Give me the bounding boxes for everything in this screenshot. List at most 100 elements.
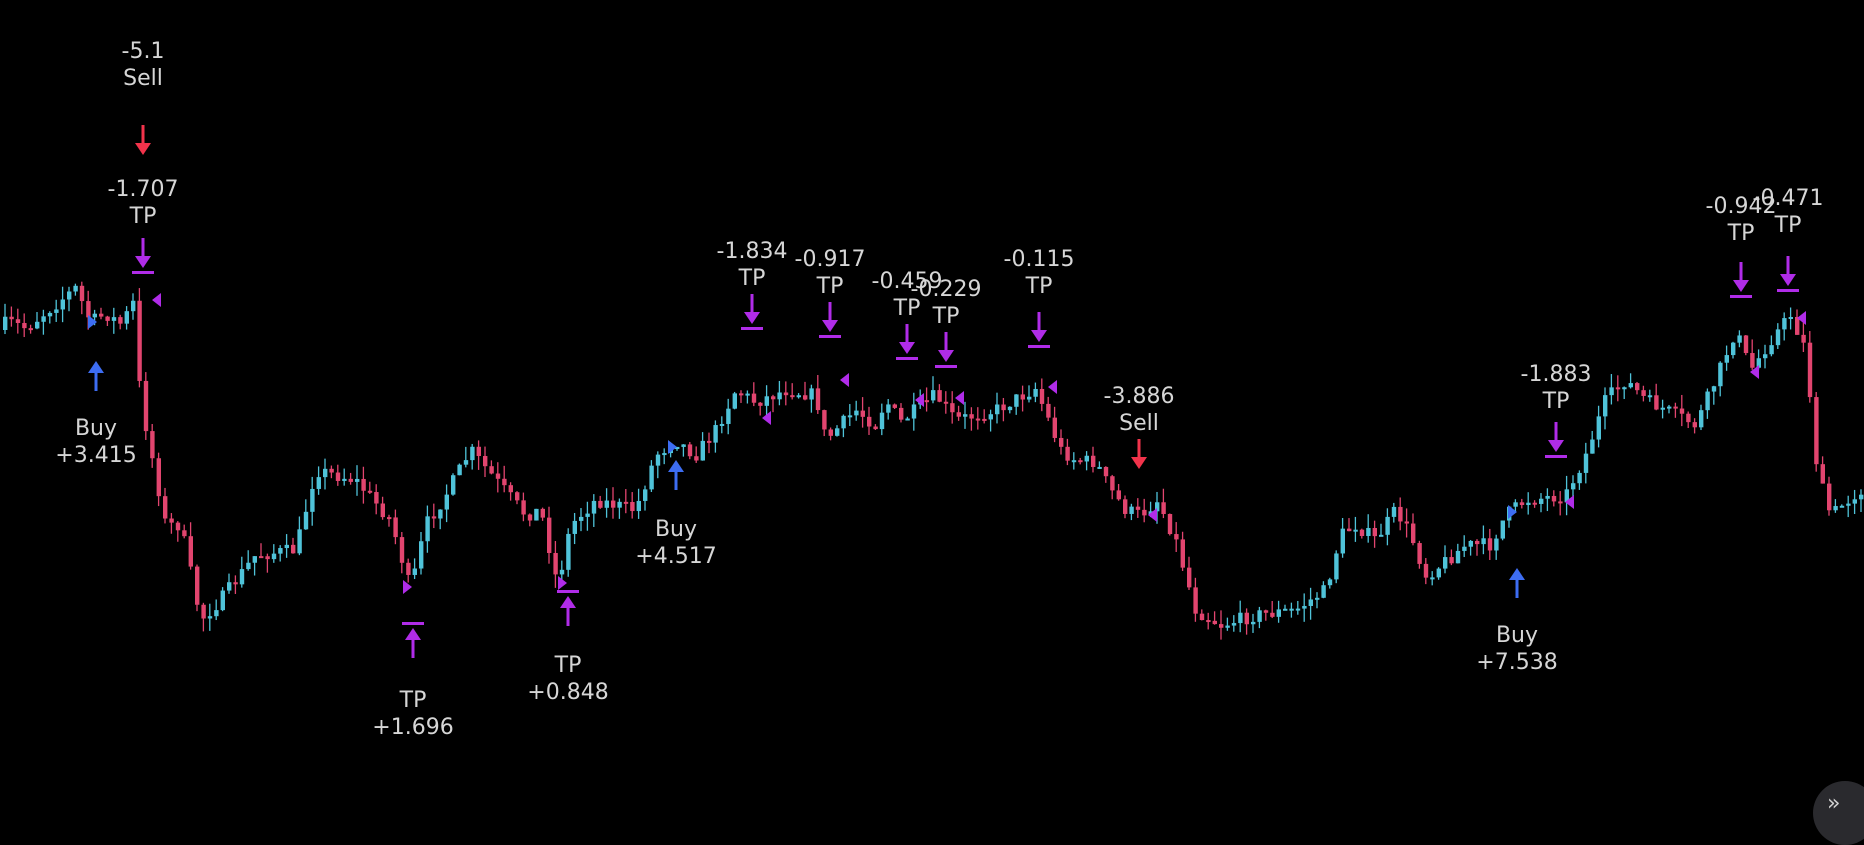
signal-tp-5[interactable]: TP+0.848 (527, 576, 609, 705)
candle-body (1385, 516, 1390, 535)
candle-body (1206, 620, 1211, 623)
candle-body (297, 529, 302, 554)
candle-body (1577, 472, 1582, 484)
signal-buy-3[interactable]: Buy+3.415 (55, 315, 137, 468)
candle-body (1142, 509, 1147, 516)
candle-body (1801, 334, 1806, 343)
candle-body (1500, 520, 1505, 539)
candle-body (15, 319, 21, 324)
candle-body (873, 426, 878, 430)
candle-body (348, 478, 353, 482)
candle-body (1340, 528, 1345, 554)
signal-tp-4[interactable]: TP+1.696 (372, 580, 454, 740)
signal-label-bottom: +1.696 (372, 715, 453, 740)
candle-body (892, 404, 897, 408)
price-chart[interactable]: -5.1Sell-1.707TPBuy+3.415TP+1.696TP+0.84… (0, 0, 1864, 810)
candle-body (835, 428, 840, 436)
tp-arrow-icon (741, 294, 763, 330)
signal-label-bottom: TP (893, 296, 921, 321)
candle-body (220, 590, 225, 611)
candle-body (431, 516, 437, 519)
candle-body (1059, 437, 1064, 447)
candle-body (1487, 538, 1493, 551)
candle-body (41, 316, 46, 322)
candle-body (1129, 506, 1134, 514)
candle-body (1763, 354, 1768, 359)
candle-body (943, 401, 949, 404)
candle-body (1103, 466, 1109, 477)
candle-body (1366, 527, 1371, 537)
position-marker-icon (1565, 495, 1574, 509)
candle-body (1532, 502, 1537, 505)
candle-body (1219, 624, 1224, 628)
position-marker-icon (915, 393, 924, 407)
candle-body (924, 400, 929, 403)
candle-body (1539, 498, 1544, 504)
signal-buy-14[interactable]: Buy+7.538 (1476, 505, 1558, 675)
candle-body (143, 380, 149, 432)
candle-body (214, 610, 219, 617)
candle-body (195, 566, 200, 605)
candle-body (457, 464, 462, 476)
candle-body (566, 533, 571, 570)
candle-body (649, 465, 654, 490)
tp-arrow-icon (1028, 312, 1050, 348)
candle-body (1091, 455, 1096, 467)
candle-body (1078, 460, 1083, 463)
candle-body (1193, 587, 1198, 614)
signal-label-bottom: TP (932, 304, 960, 329)
candle-body (521, 500, 526, 515)
candle-body (553, 552, 558, 575)
candle-body (150, 431, 155, 459)
candle-body (1820, 464, 1825, 484)
candle-body (265, 556, 270, 560)
candle-body (188, 536, 193, 567)
candle-body (1443, 557, 1448, 569)
candle-body (854, 410, 859, 416)
candle-body (1052, 417, 1057, 438)
candle-body (1615, 387, 1621, 390)
sell-arrow-icon (135, 125, 151, 155)
double-chevron-icon[interactable]: » (1813, 781, 1864, 845)
candle-body (1334, 553, 1339, 580)
candle-body (131, 300, 136, 312)
candle-body (1033, 388, 1038, 397)
signal-label-top: -0.471 (1753, 186, 1824, 211)
candle-body (611, 500, 616, 508)
candle-body (1756, 358, 1761, 368)
candle-body (1596, 416, 1601, 440)
candle-body (841, 415, 846, 429)
candle-body (1846, 503, 1851, 506)
candle-body (1455, 550, 1461, 564)
signal-buy-6[interactable]: Buy+4.517 (635, 440, 717, 569)
tp-arrow-icon (819, 302, 841, 338)
candle-body (1775, 329, 1781, 346)
candle-body (879, 412, 885, 430)
candle-body (809, 388, 814, 400)
candle-body (207, 616, 213, 619)
candle-body (1430, 577, 1435, 580)
candle-body (1513, 502, 1518, 507)
position-marker-icon (1750, 365, 1759, 379)
candle-body (591, 500, 597, 514)
signal-label-top: -0.459 (872, 269, 943, 294)
signal-label-top: -1.883 (1521, 362, 1592, 387)
candle-body (745, 393, 750, 396)
candle-body (1769, 345, 1774, 355)
candle-body (675, 446, 680, 450)
candle-body (99, 313, 104, 317)
candle-body (1743, 335, 1749, 354)
candle-body (1526, 502, 1531, 506)
signal-label-top: -0.942 (1706, 194, 1777, 219)
